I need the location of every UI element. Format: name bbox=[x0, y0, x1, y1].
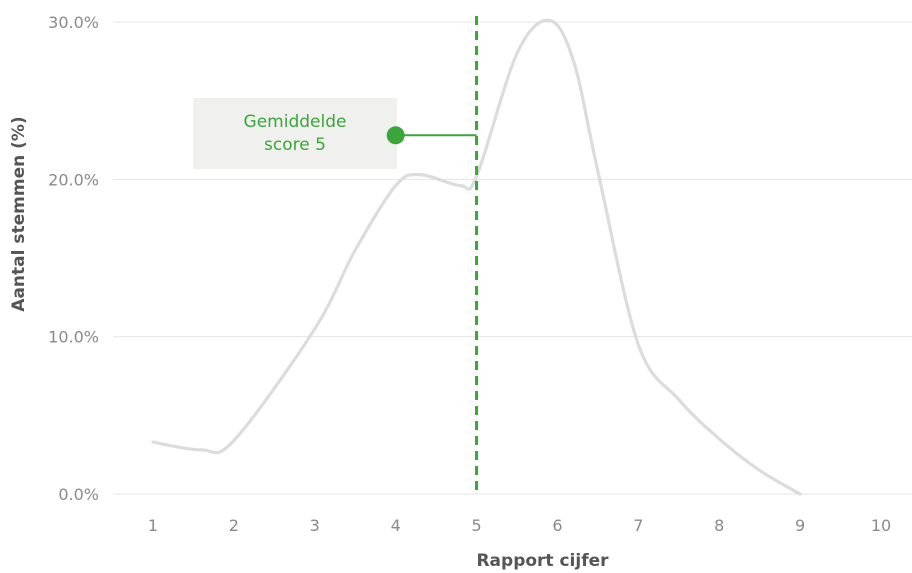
y-tick-label: 10.0% bbox=[48, 328, 99, 347]
annotation-marker bbox=[386, 126, 405, 145]
x-tick-label: 8 bbox=[714, 516, 724, 535]
x-tick-label: 1 bbox=[148, 516, 158, 535]
y-tick-label: 30.0% bbox=[48, 13, 99, 32]
annotation-text-line1: Gemiddelde bbox=[244, 112, 347, 132]
y-tick-label: 0.0% bbox=[58, 485, 99, 504]
y-tick-label: 20.0% bbox=[48, 170, 99, 189]
series-curve bbox=[151, 18, 802, 496]
x-tick-label: 3 bbox=[310, 516, 320, 535]
annotation-text-line2: score 5 bbox=[264, 135, 326, 155]
x-tick-label: 2 bbox=[229, 516, 239, 535]
annotation-box bbox=[193, 98, 397, 169]
x-axis-title: Rapport cijfer bbox=[476, 551, 609, 571]
average-annotation: Gemiddelde score 5 bbox=[193, 98, 477, 169]
x-tick-labels: 1 2 3 4 5 6 7 8 9 10 bbox=[148, 516, 891, 535]
x-tick-label: 7 bbox=[633, 516, 643, 535]
y-tick-labels: 0.0% 10.0% 20.0% 30.0% bbox=[48, 13, 99, 504]
x-tick-label: 6 bbox=[552, 516, 562, 535]
x-tick-label: 9 bbox=[795, 516, 805, 535]
grid-lines bbox=[113, 21, 912, 495]
x-tick-label: 5 bbox=[471, 516, 481, 535]
y-axis-title: Aantal stemmen (%) bbox=[9, 116, 29, 311]
x-tick-label: 4 bbox=[391, 516, 401, 535]
x-tick-label: 10 bbox=[871, 516, 891, 535]
